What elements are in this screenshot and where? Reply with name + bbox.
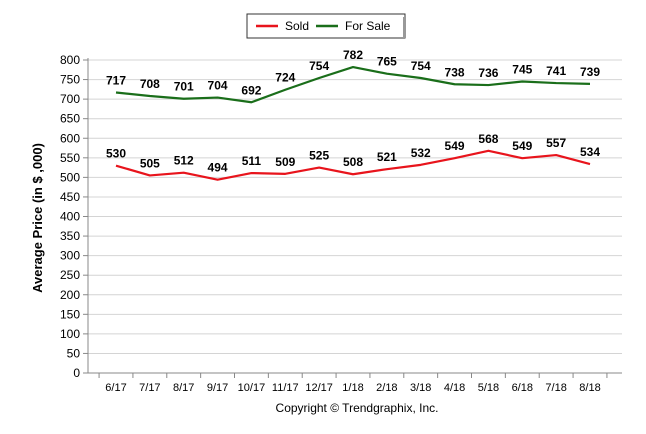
x-tick-label: 6/17: [105, 382, 126, 394]
x-tick-label: 7/17: [139, 382, 160, 394]
y-tick-label: 250: [60, 268, 80, 282]
y-tick-label: 600: [60, 131, 80, 145]
x-tick-label: 10/17: [238, 382, 266, 394]
y-tick-label: 100: [60, 327, 80, 341]
y-tick-label: 650: [60, 112, 80, 126]
x-tick-label: 7/18: [545, 382, 566, 394]
x-tick-label: 2/18: [376, 382, 397, 394]
data-label: 568: [478, 132, 498, 146]
data-label: 525: [309, 149, 329, 163]
legend-entry: Sold: [285, 19, 309, 33]
y-tick-label: 700: [60, 92, 80, 106]
x-tick-label: 3/18: [410, 382, 431, 394]
x-tick-label: 1/18: [342, 382, 363, 394]
data-label: 736: [478, 66, 498, 80]
x-tick-label: 8/18: [579, 382, 600, 394]
x-tick-label: 5/18: [478, 382, 499, 394]
y-tick-label: 150: [60, 307, 80, 321]
x-tick-label: 11/17: [272, 382, 299, 394]
y-tick-label: 450: [60, 190, 80, 204]
series-lines: [115, 65, 591, 181]
data-label: 549: [445, 139, 465, 153]
data-label: 765: [377, 55, 397, 69]
y-tick-label: 750: [60, 73, 80, 87]
data-label: 754: [309, 59, 329, 73]
data-label: 511: [242, 154, 262, 168]
data-label: 724: [275, 71, 295, 85]
copyright-credit: Copyright © Trendgraphix, Inc.: [276, 401, 439, 415]
data-label: 509: [275, 155, 295, 169]
data-label: 708: [140, 77, 160, 91]
data-label: 717: [106, 73, 126, 87]
data-label: 741: [546, 64, 566, 78]
y-tick-label: 0: [73, 366, 80, 380]
legend: Sold For Sale: [246, 13, 406, 39]
data-label: 494: [208, 161, 228, 175]
y-axis-ticks: 0 50 100 150 200 250 300 350 400 450 500 550 600 650 7…: [60, 53, 88, 380]
y-tick-label: 350: [60, 229, 80, 243]
data-label: 505: [140, 156, 160, 170]
gridlines: [88, 59, 622, 354]
y-tick-label: 500: [60, 170, 80, 184]
x-axis-ticks: 6/17 7/17 8/17 9/17 10/17 11/17 12/17 1/18 2/18 3…: [98, 373, 608, 394]
x-tick-label: 8/17: [173, 382, 194, 394]
data-label: 508: [343, 155, 363, 169]
data-label: 704: [208, 79, 228, 93]
series-line-for-sale: [115, 65, 591, 104]
data-label: 701: [174, 80, 194, 94]
y-tick-label: 300: [60, 249, 80, 263]
axes: [87, 58, 622, 374]
y-tick-label: 800: [60, 53, 80, 67]
data-label: 521: [377, 150, 397, 164]
x-tick-label: 12/17: [305, 382, 333, 394]
data-label: 692: [241, 83, 261, 97]
y-tick-label: 400: [60, 210, 80, 224]
y-axis-label: Average Price (in $ ,000): [30, 143, 45, 293]
data-label: 532: [411, 146, 431, 160]
data-label: 530: [106, 147, 126, 161]
data-label: 549: [512, 139, 532, 153]
data-labels: 530 505 512 494 511 509 525 508 521 532 549 568 549 5…: [106, 48, 600, 175]
data-label: 754: [411, 59, 431, 73]
series-line-sold: [115, 149, 591, 181]
legend-entry: For Sale: [345, 19, 391, 33]
x-tick-label: 4/18: [444, 382, 465, 394]
data-label: 738: [445, 65, 465, 79]
x-tick-label: 6/18: [512, 382, 533, 394]
data-label: 739: [580, 65, 600, 79]
y-tick-label: 200: [60, 288, 80, 302]
data-label: 557: [546, 136, 566, 150]
y-tick-label: 550: [60, 151, 80, 165]
data-label: 534: [580, 145, 600, 159]
data-label: 512: [174, 154, 194, 168]
x-tick-label: 9/17: [207, 382, 228, 394]
data-label: 745: [512, 63, 532, 77]
y-tick-label: 50: [67, 346, 81, 360]
data-label: 782: [343, 48, 363, 62]
